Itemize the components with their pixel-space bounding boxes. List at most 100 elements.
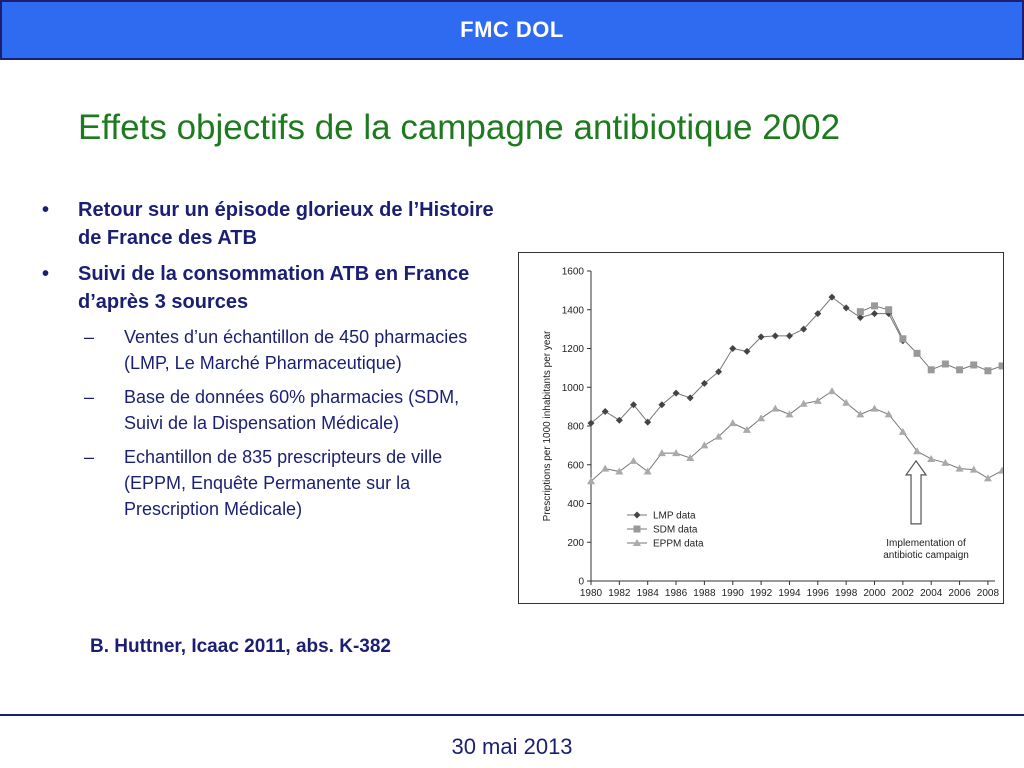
legend-marker bbox=[633, 539, 641, 546]
dash-glyph: – bbox=[84, 327, 95, 347]
x-tick-label: 1986 bbox=[665, 588, 688, 599]
y-tick-label: 1400 bbox=[562, 305, 585, 316]
data-point-diamond bbox=[757, 333, 765, 341]
sub-bullet-item: – Base de données 60% pharmacies (SDM, S… bbox=[84, 384, 494, 436]
legend-marker bbox=[633, 511, 641, 519]
data-point-square bbox=[984, 367, 992, 375]
sub-bullet-item: – Echantillon de 835 prescripteurs de vi… bbox=[84, 444, 494, 522]
data-point-diamond bbox=[601, 407, 609, 415]
data-point-square bbox=[871, 302, 879, 310]
data-point-triangle bbox=[615, 467, 624, 475]
data-point-triangle bbox=[714, 432, 723, 440]
legend-marker bbox=[633, 525, 641, 533]
x-tick-label: 1984 bbox=[637, 588, 660, 599]
data-point-triangle bbox=[785, 410, 794, 418]
footer-date: 30 mai 2013 bbox=[451, 734, 573, 759]
data-point-triangle bbox=[771, 404, 780, 412]
data-point-triangle bbox=[870, 404, 879, 412]
data-point-diamond bbox=[729, 345, 737, 352]
data-point-triangle bbox=[601, 464, 610, 472]
bullet-list: • Retour sur un épisode glorieux de l’Hi… bbox=[40, 196, 510, 530]
annotation-text: antibiotic campaign bbox=[883, 550, 969, 561]
data-point-triangle bbox=[898, 427, 907, 435]
data-point-diamond bbox=[658, 401, 666, 409]
bullet-item: • Suivi de la consommation ATB en France… bbox=[40, 260, 510, 316]
data-point-triangle bbox=[983, 474, 992, 482]
data-point-square bbox=[856, 308, 864, 316]
data-point-triangle bbox=[927, 454, 936, 462]
data-point-diamond bbox=[771, 332, 779, 340]
series-line-square bbox=[860, 305, 1003, 372]
x-tick-label: 2000 bbox=[863, 588, 886, 599]
x-tick-label: 1982 bbox=[608, 588, 631, 599]
data-point-triangle bbox=[969, 465, 978, 473]
data-point-triangle bbox=[757, 414, 766, 422]
data-point-diamond bbox=[644, 418, 652, 426]
data-point-triangle bbox=[827, 387, 836, 395]
x-tick-label: 1994 bbox=[778, 588, 801, 599]
x-tick-label: 1992 bbox=[750, 588, 773, 599]
data-point-triangle bbox=[587, 477, 595, 485]
x-tick-label: 1988 bbox=[693, 588, 716, 599]
bullet-glyph: • bbox=[42, 263, 50, 285]
data-point-diamond bbox=[715, 368, 723, 376]
bullet-item: • Retour sur un épisode glorieux de l’Hi… bbox=[40, 196, 510, 252]
data-point-diamond bbox=[672, 389, 680, 397]
data-point-diamond bbox=[700, 379, 708, 387]
data-point-triangle bbox=[884, 410, 893, 418]
y-tick-label: 1600 bbox=[562, 267, 585, 278]
data-point-diamond bbox=[856, 314, 864, 321]
x-tick-label: 1998 bbox=[835, 588, 858, 599]
sub-bullet-text: Ventes d’un échantillon de 450 pharmacie… bbox=[124, 327, 468, 373]
x-tick-label: 2004 bbox=[920, 588, 943, 599]
data-point-square bbox=[913, 349, 921, 357]
banner-title: FMC DOL bbox=[460, 17, 564, 42]
y-tick-label: 600 bbox=[567, 460, 584, 471]
data-point-square bbox=[885, 306, 893, 314]
bullet-text: Suivi de la consommation ATB en France d… bbox=[78, 263, 470, 313]
x-tick-label: 2006 bbox=[948, 588, 971, 599]
data-point-square bbox=[899, 335, 907, 343]
x-tick-label: 1980 bbox=[580, 588, 603, 599]
data-point-square bbox=[927, 366, 935, 374]
data-point-triangle bbox=[913, 447, 922, 455]
data-point-diamond bbox=[814, 310, 822, 318]
data-point-triangle bbox=[700, 441, 709, 449]
sub-bullet-text: Echantillon de 835 prescripteurs de vill… bbox=[124, 447, 443, 519]
y-tick-label: 1000 bbox=[562, 383, 585, 394]
data-point-diamond bbox=[842, 304, 850, 312]
y-axis-label: Prescriptions per 1000 inhabitants per y… bbox=[542, 330, 553, 521]
y-tick-label: 200 bbox=[567, 538, 584, 549]
data-point-triangle bbox=[856, 410, 865, 418]
bullet-glyph: • bbox=[42, 199, 50, 221]
data-point-triangle bbox=[813, 396, 822, 404]
y-tick-label: 400 bbox=[567, 499, 584, 510]
y-tick-label: 1200 bbox=[562, 344, 585, 355]
data-point-square bbox=[941, 360, 949, 368]
data-point-diamond bbox=[785, 332, 793, 340]
data-point-triangle bbox=[686, 453, 695, 461]
data-point-square bbox=[998, 362, 1003, 370]
annotation-text: Implementation of bbox=[886, 538, 966, 549]
chart-figure: 0 200 400 600 800 1000 1200 1400 1600 1980 1982 198… bbox=[518, 252, 1004, 604]
footer-divider bbox=[0, 714, 1024, 716]
data-point-triangle bbox=[672, 449, 681, 457]
data-point-diamond bbox=[743, 347, 751, 355]
x-tick-label: 1990 bbox=[722, 588, 745, 599]
data-point-square bbox=[970, 361, 978, 369]
data-point-triangle bbox=[955, 464, 964, 472]
dash-glyph: – bbox=[84, 387, 95, 407]
data-point-diamond bbox=[587, 419, 595, 427]
sub-bullet-item: – Ventes d’un échantillon de 450 pharmac… bbox=[84, 324, 494, 376]
data-point-diamond bbox=[800, 325, 808, 333]
y-tick-label: 800 bbox=[567, 422, 584, 433]
data-point-triangle bbox=[657, 449, 666, 457]
data-point-diamond bbox=[871, 310, 879, 318]
x-tick-label: 1996 bbox=[807, 588, 830, 599]
data-point-triangle bbox=[742, 425, 751, 433]
data-point-diamond bbox=[630, 401, 638, 409]
legend-label: SDM data bbox=[653, 525, 698, 536]
annotation-arrow bbox=[904, 459, 928, 525]
data-point-triangle bbox=[629, 456, 638, 464]
legend-label: LMP data bbox=[653, 511, 696, 522]
